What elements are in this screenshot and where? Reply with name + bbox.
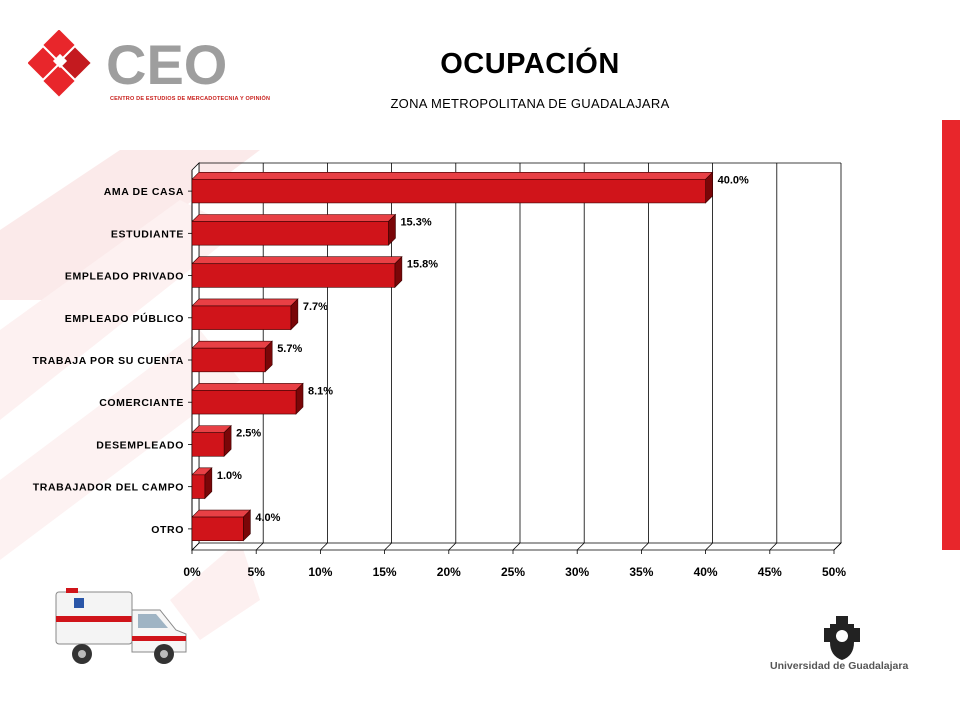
x-tick-label: 45% <box>758 565 782 579</box>
value-label: 4.0% <box>255 512 280 524</box>
value-label: 40.0% <box>718 174 749 186</box>
page-subtitle: ZONA METROPOLITANA DE GUADALAJARA <box>390 96 670 111</box>
category-label: TRABAJADOR DEL CAMPO <box>33 482 184 494</box>
chart-bars <box>191 171 714 542</box>
x-tick-label: 25% <box>501 565 525 579</box>
bar <box>191 221 389 246</box>
gridline-floor <box>512 542 521 551</box>
university-name: Universidad de Guadalajara <box>770 660 909 672</box>
page-title: OCUPACIÓN <box>440 48 620 80</box>
gridline-floor <box>769 542 778 551</box>
value-label: 15.8% <box>407 259 438 271</box>
bar <box>191 178 706 204</box>
ambulance-image <box>55 588 187 664</box>
x-tick-label: 15% <box>373 565 397 579</box>
gridline-floor <box>576 542 585 551</box>
x-tick-label: 30% <box>565 565 589 579</box>
bar <box>191 516 244 542</box>
x-tick-label: 35% <box>629 565 653 579</box>
accent-side-bar <box>942 120 960 550</box>
gridline-floor <box>641 542 649 551</box>
bar <box>191 263 396 288</box>
category-label: ESTUDIANTE <box>111 228 184 240</box>
value-label: 2.5% <box>236 428 261 440</box>
bar <box>191 347 266 373</box>
category-label: COMERCIANTE <box>99 397 184 409</box>
university-crest-icon <box>824 616 860 660</box>
gridline-floor <box>833 542 842 551</box>
category-label: AMA DE CASA <box>104 186 184 198</box>
logo-text: CEO <box>106 33 227 96</box>
x-tick-label: 50% <box>822 565 846 579</box>
bar-top <box>191 171 714 180</box>
bar <box>191 305 292 330</box>
bar-top <box>191 214 397 222</box>
category-label: DESEMPLEADO <box>96 439 184 451</box>
x-tick-label: 5% <box>248 565 266 579</box>
x-tick-label: 10% <box>308 565 332 579</box>
bar <box>191 390 297 415</box>
gridline-floor <box>255 542 264 551</box>
x-tick-label: 40% <box>694 565 718 579</box>
gridline-floor <box>448 542 457 551</box>
value-label: 8.1% <box>308 385 333 397</box>
category-label: TRABAJA POR SU CUENTA <box>33 355 184 367</box>
value-label: 7.7% <box>303 301 328 313</box>
x-tick-label: 0% <box>183 565 201 579</box>
bar-top <box>191 340 273 349</box>
bar <box>191 474 206 499</box>
bar-top <box>191 383 304 391</box>
value-label: 15.3% <box>400 217 431 229</box>
gridline-floor <box>705 542 713 551</box>
bar <box>191 432 225 457</box>
gridline-floor <box>384 542 392 551</box>
bar-top <box>191 298 299 307</box>
category-label: EMPLEADO PÚBLICO <box>65 312 184 325</box>
category-label: EMPLEADO PRIVADO <box>65 271 184 283</box>
bar-top <box>191 509 252 518</box>
category-label: OTRO <box>151 524 184 536</box>
bar-top <box>191 256 403 265</box>
x-tick-label: 20% <box>437 565 461 579</box>
logo-subtitle: CENTRO DE ESTUDIOS DE MERCADOTECNIA Y OP… <box>110 96 271 102</box>
chart-labels: 0% 5% 10% 15% 20% 25% 30% 35% 40% 45% 50% AMA DE CA… <box>33 174 847 579</box>
gridline-floor <box>320 542 328 551</box>
value-label: 1.0% <box>217 470 242 482</box>
ceo-logo: CEO <box>28 30 227 97</box>
value-label: 5.7% <box>277 343 302 355</box>
